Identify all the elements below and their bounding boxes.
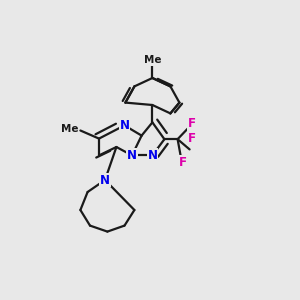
Text: Me: Me (61, 124, 79, 134)
Text: F: F (188, 132, 195, 145)
Text: N: N (100, 173, 110, 187)
Text: F: F (179, 155, 187, 169)
Text: F: F (188, 117, 195, 130)
Text: N: N (147, 149, 158, 162)
Text: N: N (127, 149, 137, 162)
Text: Me: Me (144, 55, 161, 65)
Text: N: N (119, 119, 130, 132)
